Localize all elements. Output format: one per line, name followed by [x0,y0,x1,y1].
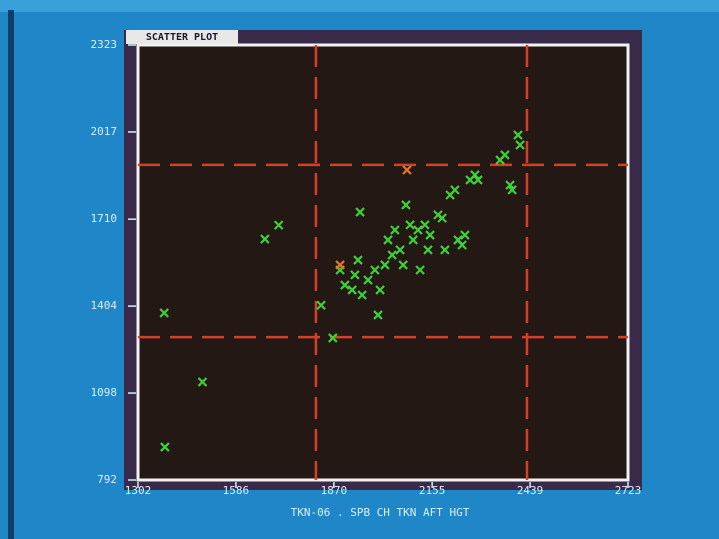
page: {"chart_data": {"type": "scatter", "titl… [0,0,719,539]
top-strip [0,0,719,12]
y-tick-label: 2017 [91,125,118,138]
left-border [8,10,14,539]
chart-title: SCATTER PLOT [146,32,218,43]
y-tick-label: 2323 [91,38,118,51]
screen: SCATTER PLOT TKN-06 . SPB CH TKN AFT HGT… [0,0,719,539]
y-tick-label: 1404 [91,299,118,312]
y-tick-label: 792 [97,473,117,486]
y-tick-label: 1710 [91,212,118,225]
y-tick-label: 1098 [91,386,118,399]
x-axis-label: TKN-06 . SPB CH TKN AFT HGT [291,506,470,519]
